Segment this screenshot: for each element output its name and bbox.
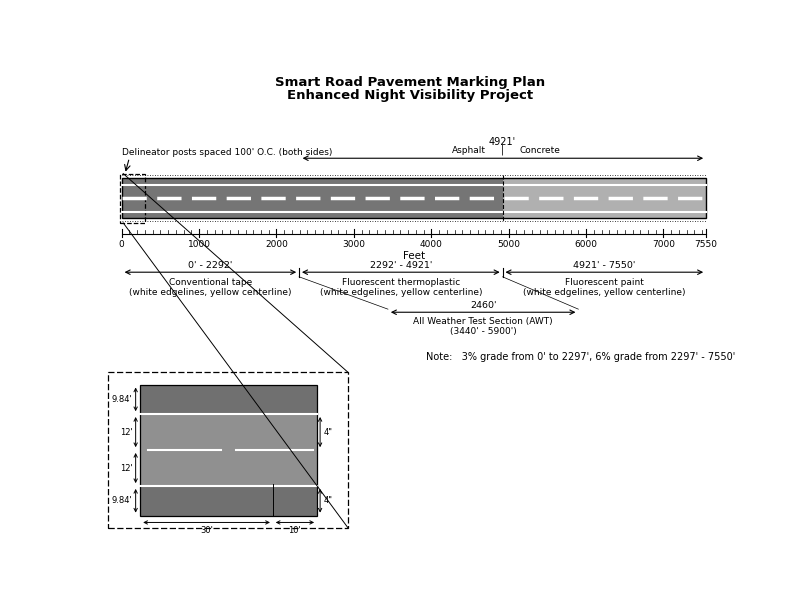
Text: 5000: 5000 [497, 240, 520, 249]
Text: 4921' - 7550': 4921' - 7550' [573, 261, 635, 270]
Bar [140, 385, 317, 414]
Bar [140, 414, 317, 450]
Text: (white edgelines, yellow centerline): (white edgelines, yellow centerline) [319, 289, 482, 298]
Text: 6000: 6000 [574, 240, 598, 249]
Text: 12': 12' [120, 464, 133, 473]
Text: Delineator posts spaced 100' O.C. (both sides): Delineator posts spaced 100' O.C. (both … [122, 148, 332, 157]
Text: |: | [501, 145, 504, 155]
Text: 2000: 2000 [265, 240, 288, 249]
Bar [122, 178, 502, 218]
Text: (3440' - 5900'): (3440' - 5900') [450, 327, 517, 336]
Text: 9.84': 9.84' [112, 496, 133, 505]
Text: Fluorescent thermoplastic: Fluorescent thermoplastic [342, 278, 460, 287]
Text: Conventional tape: Conventional tape [169, 278, 252, 287]
Text: 12': 12' [120, 428, 133, 437]
Text: 2460': 2460' [470, 301, 496, 310]
Text: Asphalt: Asphalt [451, 146, 486, 155]
Text: (white edgelines, yellow centerline): (white edgelines, yellow centerline) [523, 289, 686, 298]
Text: 0: 0 [119, 240, 125, 249]
Bar [502, 178, 706, 218]
Text: Feet: Feet [403, 251, 425, 262]
Text: 4921': 4921' [489, 137, 516, 148]
Text: 3000: 3000 [342, 240, 366, 249]
Text: 1000: 1000 [187, 240, 210, 249]
Text: Fluorescent paint: Fluorescent paint [565, 278, 644, 287]
Text: 7550: 7550 [694, 240, 718, 249]
Text: (white edgelines, yellow centerline): (white edgelines, yellow centerline) [129, 289, 292, 298]
Text: Smart Road Pavement Marking Plan: Smart Road Pavement Marking Plan [275, 76, 545, 89]
Bar [140, 385, 317, 515]
Text: Concrete: Concrete [520, 146, 561, 155]
Bar [108, 372, 348, 528]
Text: 2292' - 4921': 2292' - 4921' [370, 261, 432, 270]
Text: 4": 4" [323, 428, 332, 437]
Text: All Weather Test Section (AWT): All Weather Test Section (AWT) [414, 317, 553, 326]
Text: 0' - 2292': 0' - 2292' [188, 261, 233, 270]
Text: 7000: 7000 [652, 240, 675, 249]
Text: 30': 30' [200, 526, 213, 535]
Bar [120, 173, 145, 223]
Text: Enhanced Night Visibility Project: Enhanced Night Visibility Project [287, 89, 533, 102]
Bar [122, 178, 706, 218]
Text: 10': 10' [289, 526, 302, 535]
Text: 4000: 4000 [420, 240, 442, 249]
Bar [140, 486, 317, 515]
Text: 4": 4" [323, 496, 332, 505]
Bar [140, 450, 317, 486]
Text: Note:   3% grade from 0' to 2297', 6% grade from 2297' - 7550': Note: 3% grade from 0' to 2297', 6% grad… [426, 352, 734, 362]
Text: 9.84': 9.84' [112, 395, 133, 404]
